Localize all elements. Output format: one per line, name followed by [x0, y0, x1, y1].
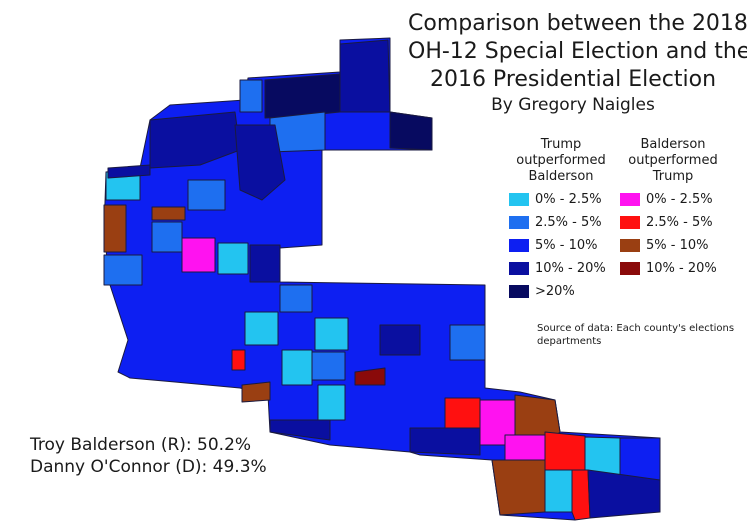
county-cyan-mid [244, 311, 279, 346]
source-note: Source of data: Each county's elections … [537, 323, 735, 347]
legend-heading-balderson: Balderson outperformed Trump [598, 137, 747, 185]
county-light-north2 [239, 79, 263, 113]
county-cyan-se [584, 436, 621, 476]
legend-label: 0% - 2.5% [646, 192, 713, 207]
county-blue-se [619, 437, 661, 481]
county-brown-south [241, 381, 271, 403]
county-navy-west-north [149, 111, 241, 169]
legend-label: 2.5% - 5% [646, 215, 713, 230]
county-cyan-se2 [544, 469, 573, 513]
legend-swatch [620, 193, 640, 206]
legend-heading-line: Balderson [528, 169, 594, 184]
legend-heading-trump: Trump outperformed Balderson [486, 137, 636, 185]
county-navy-se [587, 469, 661, 519]
county-pink-center [181, 237, 216, 273]
county-navy-sw [269, 419, 331, 441]
county-light-east [449, 324, 486, 361]
legend-swatch [509, 285, 529, 298]
county-brown-se2 [491, 459, 546, 516]
legend-label: 0% - 2.5% [535, 192, 602, 207]
legend-balderson-list: 0% - 2.5% 2.5% - 5% 5% - 10% 10% - 20% [620, 188, 717, 280]
trump-legend-item: 2.5% - 5% [509, 211, 606, 234]
county-cyan-mid5 [317, 384, 346, 421]
county-navy-east [379, 324, 421, 356]
legend-label: >20% [535, 284, 575, 299]
county-light-west [103, 254, 143, 286]
county-navy-nw [107, 164, 151, 179]
county-navy-center [249, 244, 281, 283]
county-darkest-ne [389, 111, 433, 151]
county-navy-south [409, 427, 481, 456]
trump-legend-item: >20% [509, 280, 606, 303]
county-navy-ne [339, 39, 391, 113]
county-pink-se2 [504, 434, 546, 461]
county-light-center [217, 242, 249, 275]
county-red-se2 [544, 431, 586, 471]
legend-label: 2.5% - 5% [535, 215, 602, 230]
legend-label: 5% - 10% [646, 238, 709, 253]
byline: By Gregory Naigles [491, 95, 655, 115]
legend-heading-line: Trump [540, 137, 582, 152]
balderson-legend-item: 0% - 2.5% [620, 188, 717, 211]
legend-swatch [509, 262, 529, 275]
legend-swatch [509, 193, 529, 206]
balderson-legend-item: 10% - 20% [620, 257, 717, 280]
legend-label: 10% - 20% [535, 261, 606, 276]
title-line: 2016 Presidential Election [429, 67, 717, 92]
balderson-legend-item: 2.5% - 5% [620, 211, 717, 234]
legend-heading-line: Balderson [640, 137, 706, 152]
county-light-right [187, 179, 226, 211]
county-cyan-mid2 [314, 317, 349, 351]
county-red-small [231, 349, 246, 371]
legend-swatch [620, 239, 640, 252]
trump-legend-item: 0% - 2.5% [509, 188, 606, 211]
title-line: Comparison between the 2018 [408, 11, 747, 36]
county-light-mid2 [279, 284, 313, 313]
trump-legend-item: 10% - 20% [509, 257, 606, 280]
county-cyan-mid3 [281, 349, 313, 386]
result-line: Danny O'Connor (D): 49.3% [30, 457, 267, 477]
legend-swatch [509, 216, 529, 229]
legend-label: 10% - 20% [646, 261, 717, 276]
legend-swatch [620, 216, 640, 229]
county-brown-west [103, 204, 127, 253]
legend-swatch [620, 262, 640, 275]
legend-heading-line: outperformed [516, 153, 606, 168]
legend-trump-list: 0% - 2.5% 2.5% - 5% 5% - 10% 10% - 20% >20% [509, 188, 606, 303]
election-results: Troy Balderson (R): 50.2% Danny O'Connor… [30, 434, 267, 478]
county-navy-core [234, 124, 286, 201]
title-line: OH-12 Special Election and the [408, 39, 747, 64]
legend-heading-line: outperformed [628, 153, 718, 168]
map-title: Comparison between the 2018 OH-12 Specia… [408, 10, 747, 94]
balderson-legend-item: 5% - 10% [620, 234, 717, 257]
county-darkred-center [354, 367, 386, 386]
county-dark-north [264, 73, 341, 119]
county-red-se [444, 397, 481, 429]
county-light-mid4 [311, 351, 346, 381]
county-brown-small [151, 206, 186, 221]
county-light-mid [151, 221, 183, 253]
trump-legend-item: 5% - 10% [509, 234, 606, 257]
result-line: Troy Balderson (R): 50.2% [30, 435, 252, 455]
legend-label: 5% - 10% [535, 238, 598, 253]
legend-swatch [509, 239, 529, 252]
legend-heading-line: Trump [652, 169, 694, 184]
county-red-se3 [571, 469, 591, 521]
